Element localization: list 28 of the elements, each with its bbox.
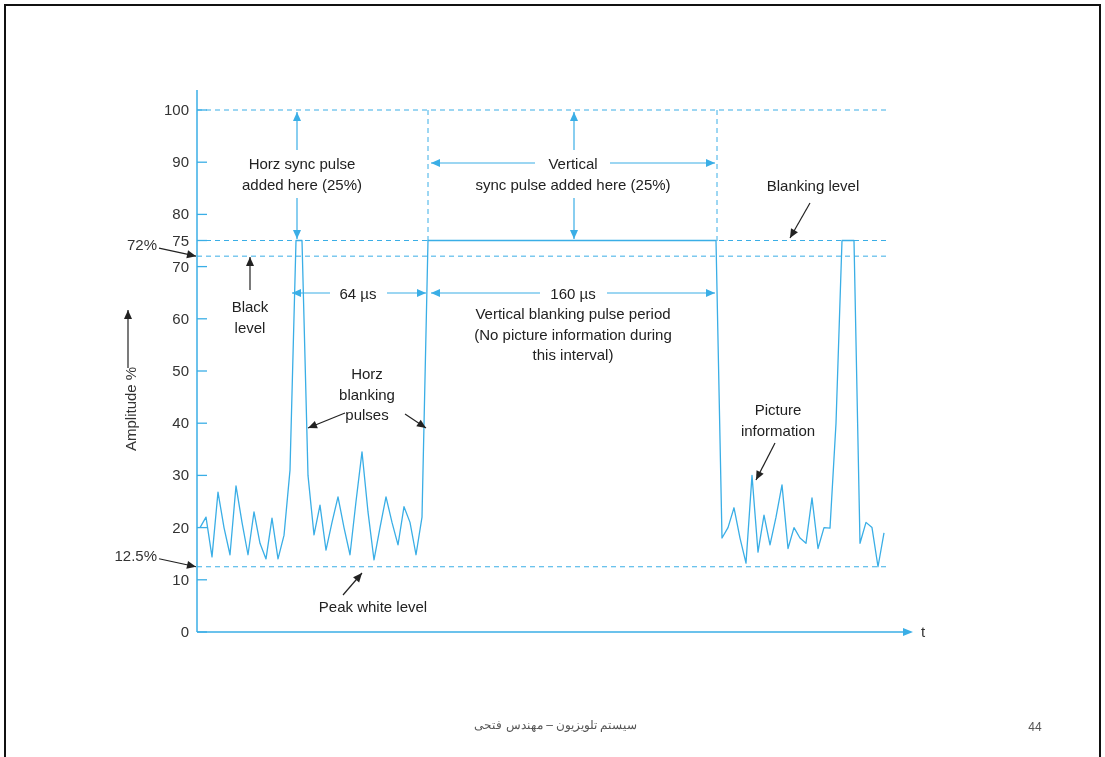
annotation: Horz blanking pulses (339, 365, 395, 423)
y-tick-label: 60 (172, 309, 189, 327)
annotation: Black level (231, 298, 269, 336)
annotation: Horz sync pulse added here (25%) (241, 155, 363, 193)
ref-line-label: 12.5% (114, 546, 157, 564)
ref-line-label: 72% (126, 236, 157, 254)
y-tick-label: 50 (172, 362, 189, 379)
annotation: Picture information (740, 401, 816, 439)
y-tick-label: 75 (172, 231, 189, 249)
annotation: Vertical sync pulse added here (25%) (475, 155, 671, 193)
annotation: 160 µs (550, 285, 596, 302)
annotation: Vertical blanking pulse period (No picture information during this interval) (474, 305, 672, 363)
y-tick-label: 90 (172, 153, 189, 171)
annotation: Blanking level (766, 177, 860, 194)
y-axis-title: Amplitude % (122, 366, 139, 451)
annotation: Peak white level (318, 598, 428, 615)
text: سیستم تلویزیون – مهندس فتحی (474, 718, 638, 732)
annotation: 64 µs (339, 285, 377, 302)
y-tick-label: 20 (172, 518, 189, 536)
text: 44 (1028, 720, 1042, 734)
y-tick-label: 80 (172, 205, 189, 223)
y-tick-label: 10 (172, 570, 189, 588)
y-tick-label: 30 (172, 466, 189, 484)
x-axis-title: t (921, 623, 926, 640)
y-tick-label: 0 (180, 623, 189, 640)
y-tick-label: 40 (172, 414, 189, 432)
y-tick-label: 100 (163, 101, 189, 118)
y-tick-label: 70 (172, 257, 189, 275)
